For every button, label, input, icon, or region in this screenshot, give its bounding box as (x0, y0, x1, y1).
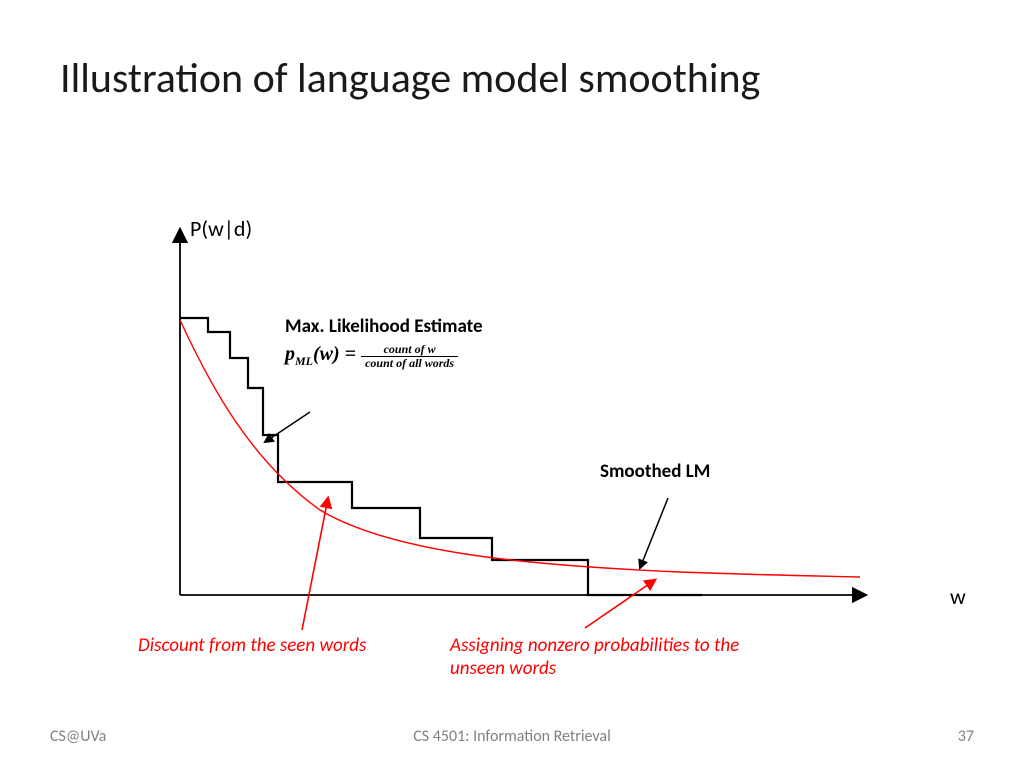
smoothed-lm-label: Smoothed LM (600, 460, 710, 483)
slide: Illustration of language model smoothing… (0, 0, 1024, 768)
mle-title: Max. Likelihood Estimate (285, 315, 483, 338)
mle-denominator: count of all words (361, 357, 458, 370)
mle-lhs: p (285, 343, 295, 365)
chart-area: P(w|d) w Max. Likelihood Estimate pML(w)… (120, 210, 920, 610)
assign-annotation: Assigning nonzero probabilities to the u… (450, 635, 760, 681)
discount-annotation: Discount from the seen words (138, 635, 366, 658)
x-axis-label: w (950, 583, 966, 610)
footer-center: CS 4501: Information Retrieval (0, 727, 1024, 746)
slide-title: Illustration of language model smoothing (60, 55, 760, 103)
mle-formula: pML(w) = count of w count of all words (285, 343, 458, 370)
mle-arg: (w) = (313, 343, 361, 365)
mle-sub: ML (295, 354, 313, 368)
footer-page-number: 37 (958, 727, 974, 746)
chart-svg (120, 210, 920, 690)
y-axis-label: P(w|d) (190, 215, 252, 242)
mle-numerator: count of w (361, 343, 458, 357)
